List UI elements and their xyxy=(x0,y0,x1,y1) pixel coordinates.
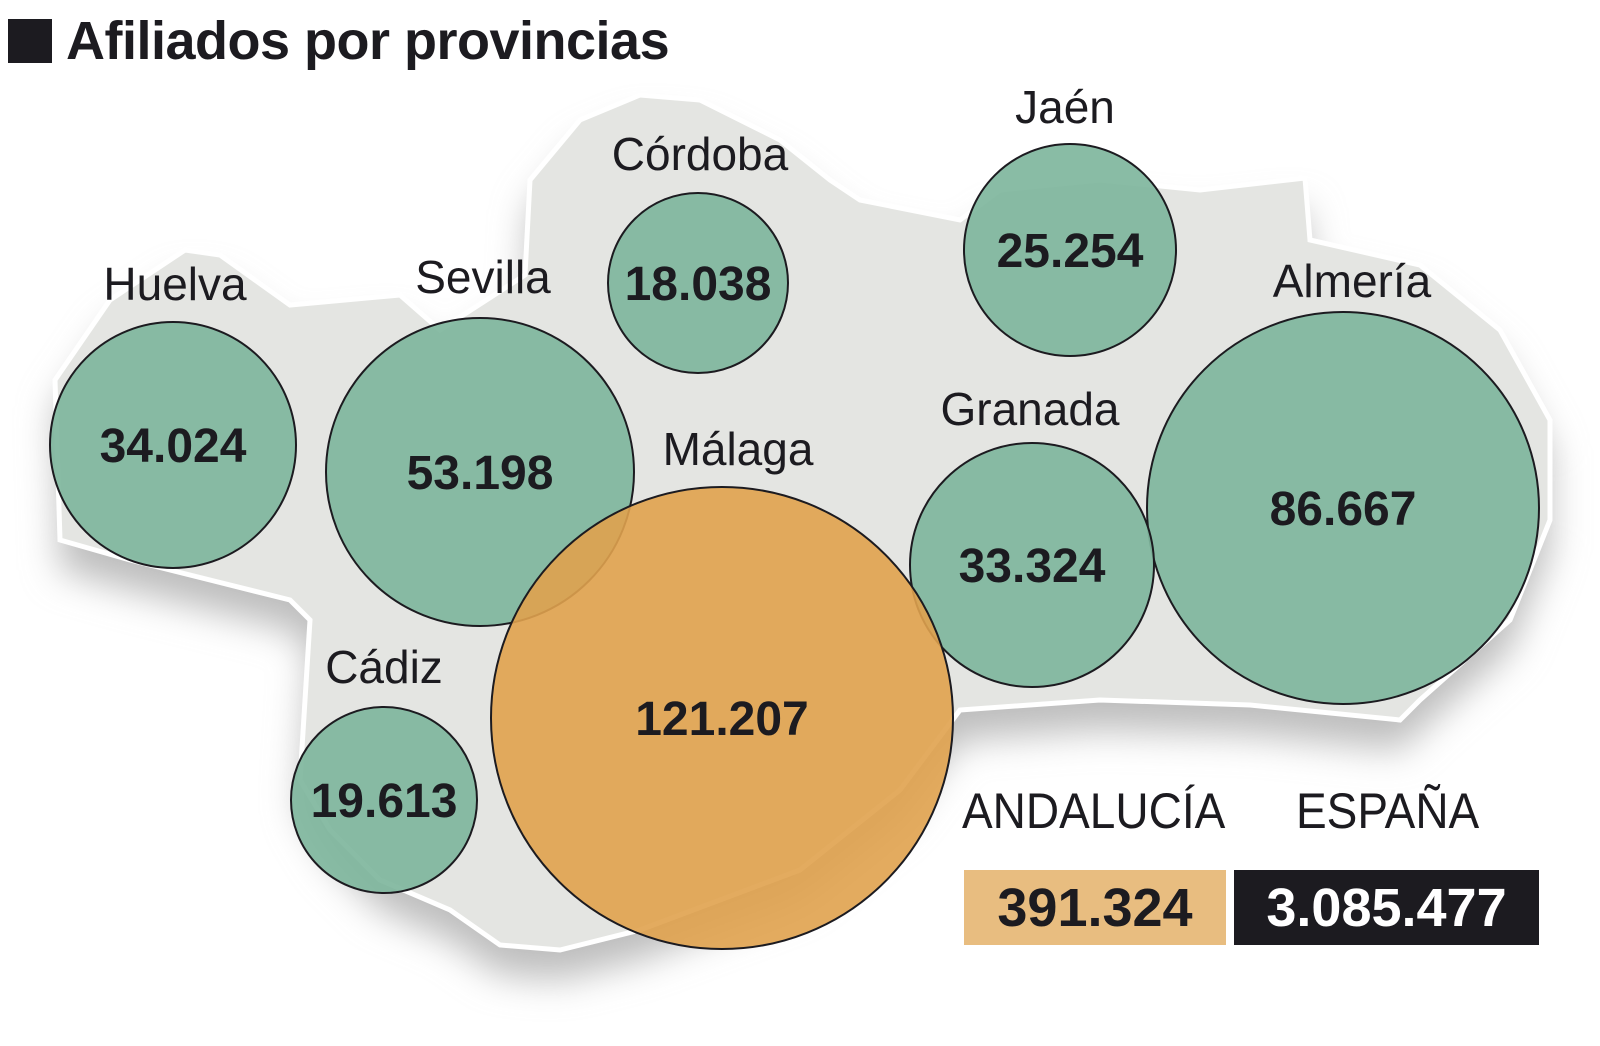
province-value: 25.254 xyxy=(997,225,1144,278)
province-value: 121.207 xyxy=(635,693,809,746)
province-label: Sevilla xyxy=(415,251,551,303)
province-label: Almería xyxy=(1273,255,1432,307)
province-value: 86.667 xyxy=(1270,483,1417,536)
title-text: Afiliados por provincias xyxy=(66,11,670,71)
andalucia-total: 391.324 xyxy=(964,870,1226,945)
bubble-córdoba xyxy=(607,192,789,374)
andalucia-label: ANDALUCÍA xyxy=(962,783,1226,839)
bubble-granada xyxy=(909,442,1155,688)
province-label: Huelva xyxy=(103,258,247,310)
bubble-sevilla xyxy=(325,317,635,627)
bubble-cádiz xyxy=(290,706,478,894)
province-value: 34.024 xyxy=(100,420,247,473)
bubble-jaén xyxy=(963,143,1177,357)
province-label: Cádiz xyxy=(325,641,443,693)
bubble-almería xyxy=(1146,311,1540,705)
province-value: 33.324 xyxy=(959,540,1106,593)
espana-label: ESPAÑA xyxy=(1296,783,1480,839)
province-value: 19.613 xyxy=(311,775,458,828)
chart-title: Afiliados por provincias xyxy=(8,10,670,72)
province-label: Málaga xyxy=(663,423,814,475)
title-square-icon xyxy=(8,19,52,63)
bubble-málaga xyxy=(490,486,954,950)
province-value: 53.198 xyxy=(407,447,554,500)
province-value: 18.038 xyxy=(625,258,772,311)
province-label: Jaén xyxy=(1015,81,1115,133)
province-label: Granada xyxy=(940,383,1119,435)
espana-total: 3.085.477 xyxy=(1234,870,1539,945)
province-label: Córdoba xyxy=(612,128,789,180)
bubble-huelva xyxy=(49,321,297,569)
